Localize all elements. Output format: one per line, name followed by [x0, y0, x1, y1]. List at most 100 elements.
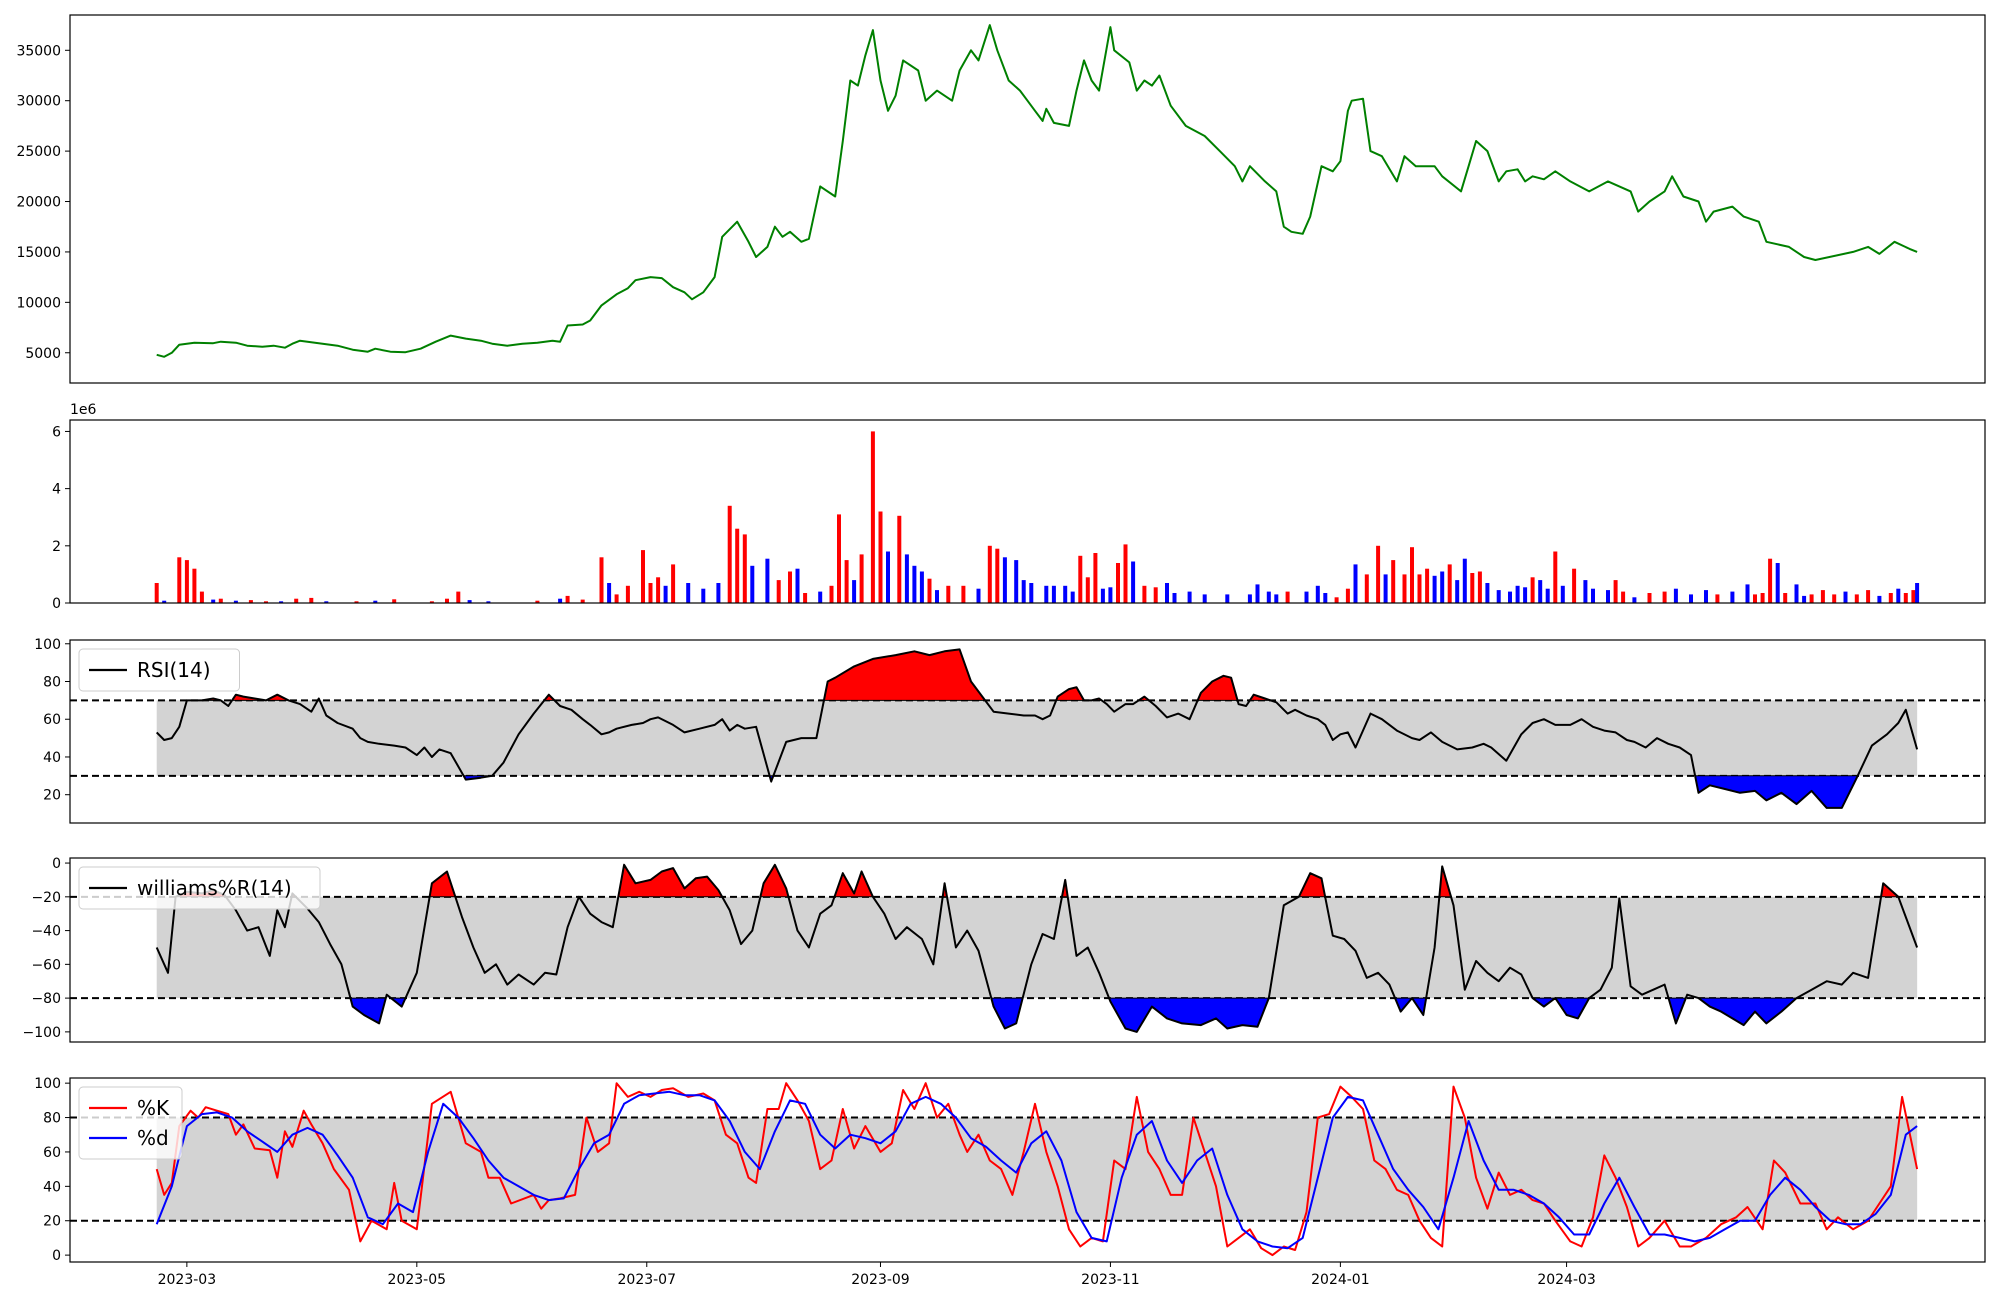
volume-bar — [445, 598, 449, 603]
x-tick-label: 2024-01 — [1311, 1272, 1370, 1288]
x-tick-label: 2023-03 — [158, 1272, 217, 1288]
volume-bar — [1093, 553, 1098, 603]
volume-bar — [995, 548, 1000, 603]
series-line — [155, 1082, 1919, 1257]
y-tick-label: 20000 — [16, 195, 61, 211]
volume-bar — [294, 598, 299, 603]
volume-bar — [1591, 588, 1595, 603]
volume-bar — [742, 534, 747, 603]
volume-bar — [264, 601, 268, 603]
stochastic-panel: 0 20 40 60 80 100 2023-03 2023-05 2023-07 2023-09… — [34, 1076, 1986, 1288]
volume-bar — [1447, 564, 1452, 603]
volume-bar — [1108, 587, 1113, 603]
x-tick-label: 2024-03 — [1537, 1272, 1596, 1288]
legend-label: %K — [137, 1096, 170, 1120]
volume-bar — [1854, 594, 1859, 603]
volume-bar — [1632, 597, 1637, 603]
volume-bar — [1376, 545, 1381, 603]
legend-label: %d — [137, 1126, 169, 1150]
volume-bar — [946, 585, 951, 603]
volume-bar — [844, 560, 849, 603]
volume-bar — [1070, 591, 1075, 603]
volume-bar — [1572, 568, 1577, 603]
volume-bar — [1783, 593, 1788, 603]
y-tick-label: 40 — [43, 1179, 61, 1195]
volume-bar — [392, 599, 397, 603]
volume-bar — [1247, 594, 1252, 603]
volume-bar — [1425, 568, 1430, 603]
volume-bar — [1078, 555, 1083, 603]
volume-bar — [1832, 594, 1837, 603]
volume-bar — [1085, 577, 1090, 603]
volume-bar — [976, 588, 981, 603]
x-tick-label: 2023-05 — [388, 1272, 447, 1288]
volume-bar — [1462, 558, 1467, 603]
volume-bar — [1353, 564, 1358, 603]
volume-bar — [878, 511, 883, 603]
volume-bar — [580, 599, 585, 603]
neutral-band — [156, 700, 1918, 776]
volume-bar — [935, 590, 939, 603]
y-tick-label: −40 — [31, 924, 61, 940]
volume-bar — [1704, 590, 1708, 603]
volume-bar — [373, 600, 378, 603]
volume-bar — [1583, 580, 1588, 603]
series-line — [155, 648, 1919, 809]
volume-bar — [1515, 585, 1520, 603]
volume-bar — [1560, 585, 1565, 603]
volume-bar — [641, 550, 645, 603]
volume-bar — [1153, 587, 1158, 603]
y-tick-label: 30000 — [16, 94, 61, 110]
volume-bar — [750, 565, 755, 603]
volume-bar — [1538, 580, 1543, 603]
volume-bar — [1689, 594, 1693, 603]
volume-bar — [1496, 590, 1501, 603]
volume-bar — [987, 545, 992, 603]
volume-bar — [716, 583, 721, 603]
y-tick-label: 2 — [52, 539, 61, 555]
y-tick-label: −100 — [23, 1025, 61, 1041]
y-tick-label: 60 — [43, 712, 61, 728]
volume-bar — [1820, 590, 1825, 603]
legend: RSI(14) — [78, 648, 240, 692]
volume-bar — [1545, 588, 1550, 603]
legend: williams%R(14) — [78, 866, 321, 910]
volume-bar — [1753, 594, 1757, 603]
volume-bar — [1323, 593, 1328, 603]
volume-bar — [248, 600, 253, 603]
volume-bar — [1334, 597, 1339, 603]
volume-bar — [1470, 573, 1475, 603]
volume-bar — [919, 571, 924, 603]
volume-bar — [859, 554, 864, 603]
volume-bar — [558, 598, 563, 603]
y-tick-label: 10000 — [16, 295, 61, 311]
williams-r-panel: 0 −20 −40 −60 −80 −100 williams%R(14) — [23, 856, 1986, 1043]
volume-bar — [788, 571, 792, 603]
volume-bar — [535, 600, 540, 603]
volume-bar — [162, 600, 167, 603]
volume-bar — [1915, 583, 1920, 603]
volume-bar — [927, 578, 932, 603]
volume-bar — [1304, 591, 1309, 603]
axes-frame — [69, 639, 1986, 824]
y-tick-label: 35000 — [16, 43, 61, 59]
y-tick-label: 60 — [43, 1145, 61, 1161]
volume-bar — [671, 564, 676, 603]
volume-bar — [1508, 591, 1512, 603]
volume-bar — [324, 601, 329, 603]
volume-bar — [1432, 575, 1437, 603]
legend-box — [78, 866, 321, 910]
volume-bar — [1485, 583, 1490, 603]
volume-bar — [1202, 594, 1207, 603]
volume-bar — [211, 599, 216, 603]
y-tick-label: −80 — [31, 991, 61, 1007]
legend: %K %d — [78, 1086, 183, 1160]
volume-bar — [795, 568, 800, 603]
volume-bar — [765, 558, 770, 603]
volume-bar — [897, 515, 902, 603]
volume-bar — [456, 591, 461, 603]
volume-bar — [1029, 583, 1034, 603]
y-tick-label: 100 — [34, 637, 61, 653]
y-tick-label: 6 — [52, 424, 61, 440]
volume-bar — [1843, 591, 1848, 603]
